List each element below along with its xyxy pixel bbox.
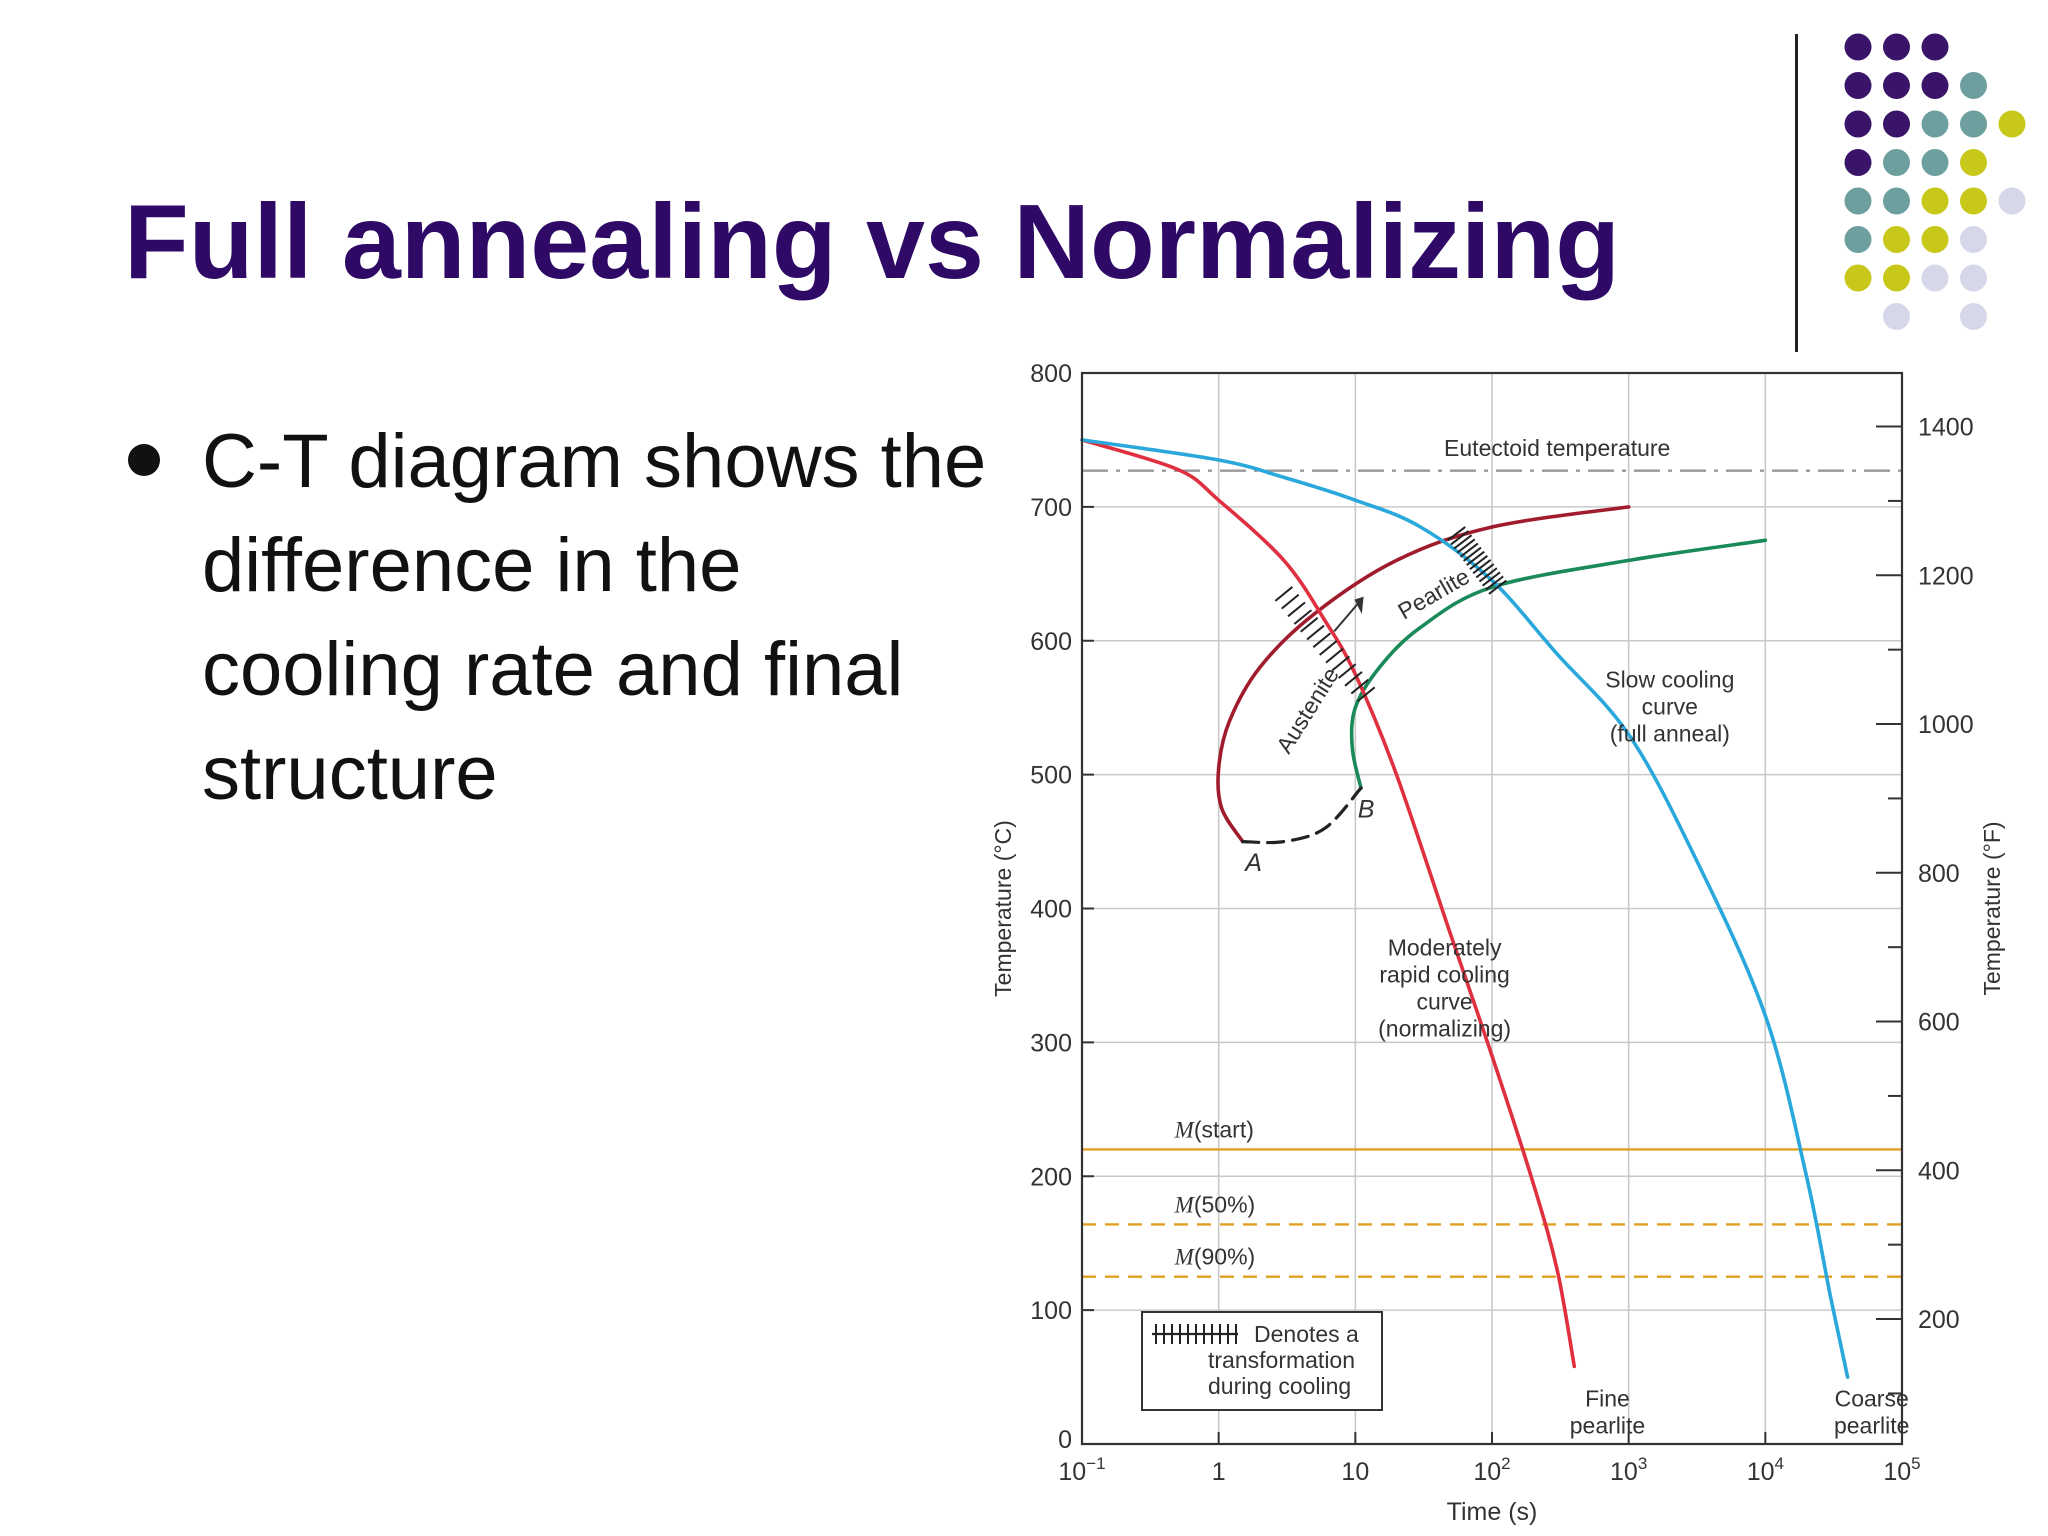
transformation-tick: [1456, 538, 1476, 554]
annotation-slow-cooling: Slow cooling curve (full anneal): [1605, 667, 1734, 747]
legend-box: [1141, 1311, 1383, 1411]
y-tick-label: 500: [1030, 762, 1072, 790]
transformation-tick: [1357, 686, 1376, 703]
series-slow-cooling-full-anneal: [1080, 438, 1850, 1379]
legend-text: Denotes a transformation during cooling: [1208, 1321, 1359, 1399]
transformation-tick: [1306, 624, 1325, 641]
y-tick-label: 100: [1030, 1297, 1072, 1325]
transformation-tick: [1293, 609, 1313, 625]
annotation-austenite: Austenite: [1271, 663, 1344, 758]
transformation-arrowhead: [1354, 596, 1364, 614]
transformation-tick: [1478, 567, 1498, 583]
series: [1080, 438, 1850, 1379]
y-tick-label: 700: [1030, 494, 1072, 522]
x-tick-label: 105: [1883, 1454, 1920, 1486]
transformation-tick: [1475, 563, 1495, 579]
x-tick-label: 1: [1212, 1458, 1226, 1486]
y2-tick-label: 1400: [1918, 414, 1974, 442]
y-tick-label: 200: [1030, 1163, 1072, 1191]
transformation-tick: [1338, 663, 1357, 679]
x-tick-label: 104: [1747, 1454, 1784, 1486]
y-tick-label: 0: [1058, 1426, 1072, 1454]
transformation-tick: [1463, 546, 1482, 562]
y2-tick-label: 1200: [1918, 562, 1974, 590]
reference-line-label: M(90%): [1174, 1244, 1256, 1270]
y2-tick-label: 400: [1918, 1157, 1960, 1185]
transformation-tick: [1469, 554, 1489, 570]
annotations: Eutectoid temperature Slow cooling curve (f…: [1243, 435, 1909, 1439]
reference-line-label: M(start): [1174, 1116, 1254, 1142]
transformation-tick: [1450, 530, 1470, 546]
x-tick-label: 102: [1473, 1454, 1510, 1486]
transformation-tick: [1344, 671, 1363, 687]
transformation-marks: [1274, 526, 1507, 703]
transformation-tick: [1472, 559, 1492, 575]
transformation-tick: [1488, 579, 1507, 595]
annotation-coarse: Coarse pearlite: [1834, 1386, 1909, 1439]
transformation-tick: [1466, 550, 1485, 566]
transformation-tick: [1485, 575, 1504, 591]
reference-lines: M(start) M(50%) M(90%): [1082, 469, 1902, 1278]
grid: [1081, 372, 1903, 1445]
transformation-tick: [1319, 640, 1338, 656]
slide-title: Full annealing vs Normalizing: [124, 183, 1621, 301]
y2-axis-label: Temperature (°F): [1979, 821, 2005, 995]
annotation-pearlite: Pearlite: [1393, 563, 1474, 625]
series-transformation-start: [1216, 505, 1631, 844]
transformation-tick: [1459, 542, 1479, 558]
point-label-b: B: [1358, 795, 1375, 823]
transformation-tick: [1287, 601, 1306, 618]
transformation-tick: [1300, 617, 1319, 633]
transformation-arrow: [1333, 602, 1359, 633]
y2-tick-label: 200: [1918, 1306, 1960, 1334]
x-tick-label: 103: [1610, 1454, 1647, 1486]
transformation-tick: [1274, 586, 1294, 602]
point-label-a: A: [1243, 849, 1262, 877]
y2-tick-label: 800: [1918, 860, 1960, 888]
transformation-tick: [1481, 571, 1501, 587]
y-tick-label: 800: [1030, 360, 1072, 388]
transformation-tick: [1281, 593, 1300, 610]
annotation-eutectoid-temperature: Eutectoid temperature: [1444, 435, 1670, 461]
transformation-tick: [1325, 647, 1344, 664]
transformation-tick: [1447, 526, 1466, 542]
y2-tick-label: 600: [1918, 1009, 1960, 1037]
x-tick-label: 10: [1341, 1458, 1369, 1486]
x-tick-label: 10−1: [1058, 1454, 1105, 1486]
axes: 10−1 1 10 102 103 104 105 Time (s) 0 100 200 300 400…: [990, 360, 2005, 1526]
bullet-item: C-T diagram shows the difference in the …: [202, 419, 987, 816]
transformation-tick: [1350, 678, 1369, 695]
transformation-tick: [1331, 655, 1350, 672]
transformation-tick: [1453, 534, 1473, 550]
legend: Denotes a transformation during cooling: [1141, 1311, 1383, 1411]
series-moderately-rapid-cooling-normalizing: [1080, 438, 1577, 1369]
y-tick-label: 400: [1030, 896, 1072, 924]
series-a-b-connector: [1241, 786, 1363, 845]
reference-line-label: M(50%): [1174, 1191, 1256, 1217]
series-transformation-finish: [1349, 538, 1768, 790]
annotation-moderately: Moderately rapid cooling curve (normalizing…: [1378, 934, 1511, 1041]
x-axis-label: Time (s): [1447, 1498, 1538, 1526]
transformation-tick: [1312, 632, 1331, 648]
title-divider: [1795, 34, 1798, 352]
annotation-fine: Fine pearlite: [1570, 1386, 1645, 1439]
bullet-marker: [128, 444, 160, 476]
y-tick-label: 600: [1030, 628, 1072, 656]
y-tick-label: 300: [1030, 1029, 1072, 1057]
y-axis-label: Temperature (°C): [990, 820, 1016, 997]
y2-tick-label: 1000: [1918, 711, 1974, 739]
